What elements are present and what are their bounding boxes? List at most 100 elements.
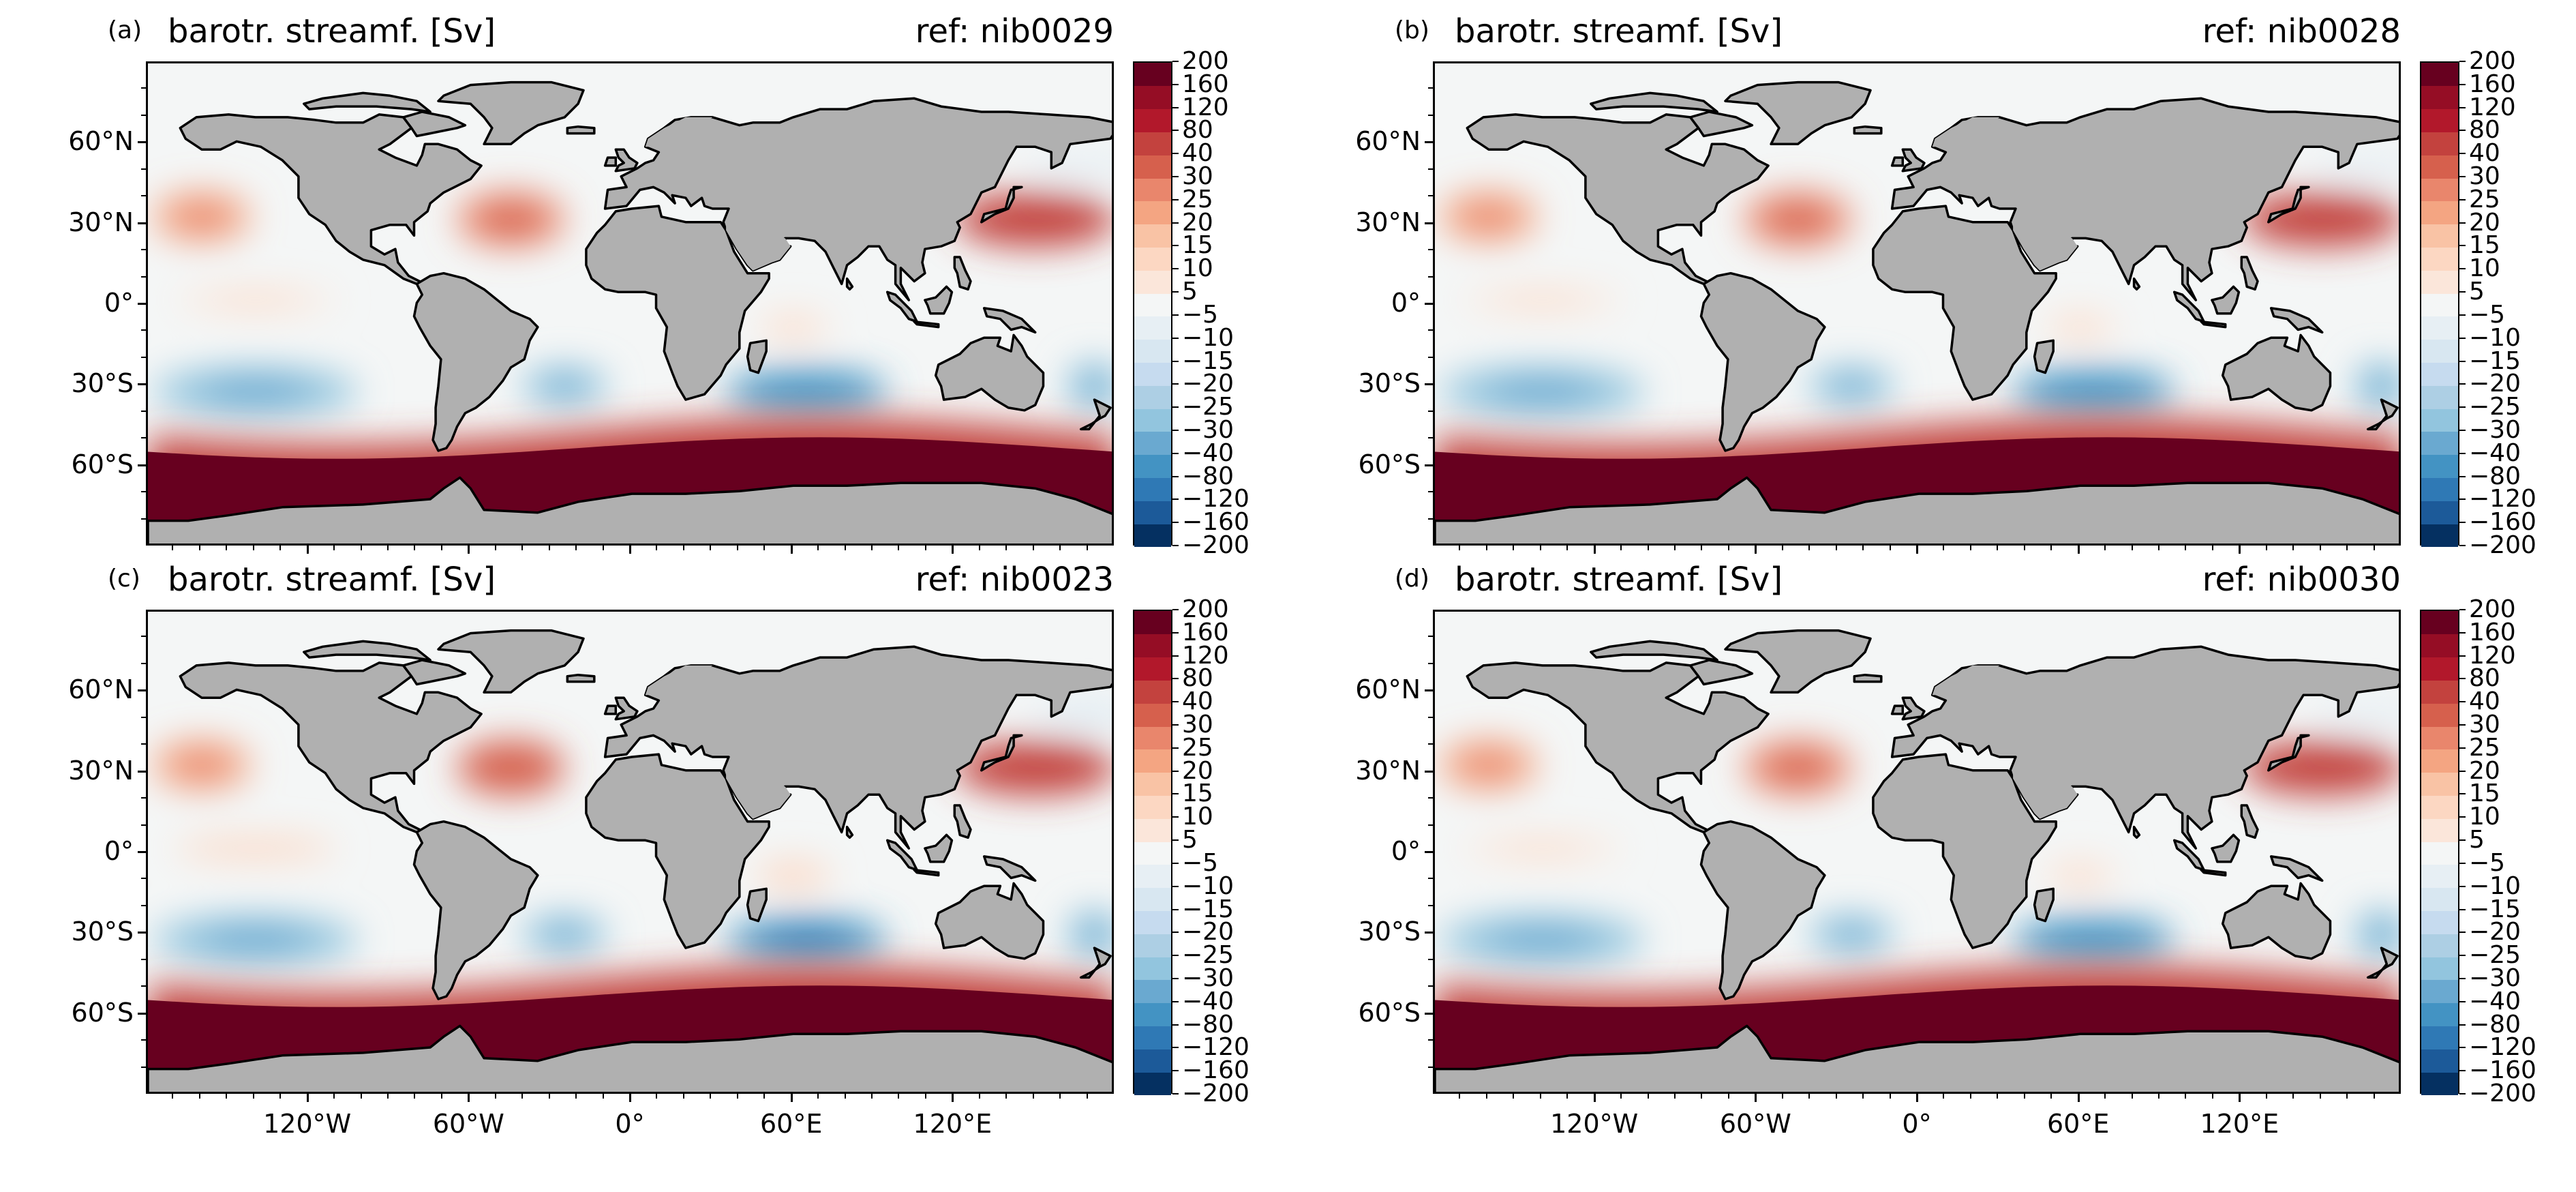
lon-minor-tick: [978, 1094, 980, 1099]
equatorial-indian-core: [2059, 867, 2102, 883]
eurasia-land: [603, 97, 1112, 301]
colorbar-tick-label: 200: [1182, 595, 1229, 623]
colorbar-tick-mark: [1172, 452, 1179, 454]
lon-minor-tick: [548, 1094, 550, 1099]
lon-minor-tick: [763, 546, 766, 550]
colorbar-segment: [1134, 657, 1171, 681]
colorbar-segment: [1134, 293, 1171, 317]
lon-minor-tick: [2292, 546, 2294, 550]
colorbar-segment: [1134, 132, 1171, 155]
africa-land: [585, 205, 770, 401]
lon-minor-tick: [333, 546, 335, 550]
colorbar-tick-label: 80: [2469, 664, 2500, 693]
colorbar-segment: [2421, 339, 2458, 363]
colorbar-tick-mark: [2459, 631, 2466, 634]
colorbar-tick-mark: [2459, 816, 2466, 818]
scandinavia-fill-land: [645, 665, 713, 696]
tasman-gyre-core: [1079, 372, 1110, 400]
map-canvas: [148, 612, 1112, 1092]
colorbar-segment: [1134, 1049, 1171, 1073]
lon-minor-tick: [682, 1094, 684, 1099]
lon-minor-tick: [1032, 1094, 1034, 1099]
colorbar-tick-label: −20: [2469, 918, 2521, 947]
lon-tick-mark: [306, 1094, 309, 1102]
uk-land: [1901, 148, 1926, 173]
south-indian-gyre-core: [2049, 379, 2138, 404]
lat-tick-mark: [138, 1012, 146, 1015]
colorbar-tick-mark: [2459, 701, 2466, 703]
map-canvas: [148, 63, 1112, 543]
north-pacific-gyre-east-core: [1461, 203, 1515, 230]
colorbar-tick-label: −80: [2469, 462, 2521, 490]
colorbar-tick-mark: [1172, 406, 1179, 408]
colorbar-tick-label: 15: [1182, 231, 1213, 260]
lon-minor-tick: [2131, 1094, 2133, 1099]
baffin-island-land: [1688, 110, 1754, 138]
lat-tick-mark: [1425, 851, 1433, 853]
colorbar-tick-label: 30: [1182, 711, 1213, 739]
panel-title: barotr. streamf. [Sv]: [168, 12, 496, 50]
australia-land: [934, 882, 1045, 960]
colorbar-tick-mark: [2459, 406, 2466, 408]
colorbar-tick-label: −30: [2469, 415, 2521, 444]
north-pacific-gyre-east-core: [1461, 751, 1515, 779]
philippines-land: [2240, 804, 2259, 839]
north-atlantic-gyre-core: [1768, 205, 1828, 235]
north-pacific-gyre-west-core: [2277, 753, 2367, 783]
lon-tick-mark: [790, 546, 793, 554]
colorbar-segment: [2421, 293, 2458, 317]
greenland-land: [1724, 80, 1872, 146]
colorbar-segment: [1134, 108, 1171, 132]
lon-minor-tick: [2185, 546, 2187, 550]
gyre-field: [1440, 700, 2399, 964]
tasman-gyre-core: [2366, 921, 2397, 948]
lat-minor-tick: [1428, 195, 1433, 197]
colorbar-tick-label: −25: [2469, 941, 2521, 970]
lon-minor-tick: [1086, 1094, 1088, 1099]
south-pacific-gyre-core: [1486, 926, 1599, 953]
colorbar-tick-mark: [1172, 609, 1179, 610]
lon-minor-tick: [871, 546, 873, 550]
lat-tick-mark: [138, 851, 146, 853]
south-indian-gyre-core: [2049, 927, 2138, 952]
tasman-gyre-core: [2366, 372, 2397, 400]
colorbar-tick-mark: [2459, 793, 2466, 795]
colorbar-tick-mark: [2459, 839, 2466, 841]
lat-minor-tick: [141, 985, 146, 987]
colorbar-tick-mark: [2459, 932, 2466, 934]
colorbar-tick-mark: [1172, 153, 1179, 155]
colorbar-segment: [2421, 155, 2458, 179]
greenland-land: [437, 629, 585, 694]
colorbar-tick-label: 25: [2469, 185, 2500, 213]
lon-minor-tick: [172, 1094, 174, 1099]
lon-minor-tick: [2104, 1094, 2106, 1099]
south-pacific-gyre-core: [199, 378, 312, 405]
lat-tick-mark: [138, 932, 146, 934]
colorbar-tick-mark: [1172, 724, 1179, 726]
colorbar-segment: [2421, 270, 2458, 294]
antarctica-land: [1435, 1024, 2399, 1092]
colorbar-tick-label: −5: [1182, 848, 1219, 877]
lat-tick-mark: [138, 689, 146, 692]
lat-minor-tick: [1428, 1066, 1433, 1068]
colorbar-segment: [1134, 339, 1171, 363]
lon-minor-tick: [1862, 1094, 1864, 1099]
colorbar-segment: [2421, 611, 2458, 635]
land-layer: [1435, 80, 2399, 543]
colorbar-tick-label: 30: [1182, 162, 1213, 191]
lat-minor-tick: [141, 491, 146, 493]
lat-tick-label: 60°N: [68, 674, 134, 705]
lon-minor-tick: [1808, 546, 1810, 550]
lat-minor-tick: [1428, 168, 1433, 170]
colorbar-segment: [1134, 362, 1171, 386]
colorbar-tick-label: −40: [1182, 438, 1234, 467]
lon-minor-tick: [333, 1094, 335, 1099]
lon-minor-tick: [2158, 1094, 2160, 1099]
lon-minor-tick: [1513, 546, 1515, 550]
colorbar-tick-label: 20: [2469, 756, 2500, 785]
africa-land: [585, 753, 770, 949]
colorbar-tick-mark: [2459, 222, 2466, 224]
colorbar-segment: [1134, 1072, 1171, 1096]
lat-minor-tick: [141, 636, 146, 638]
greenland-land: [1724, 629, 1872, 694]
